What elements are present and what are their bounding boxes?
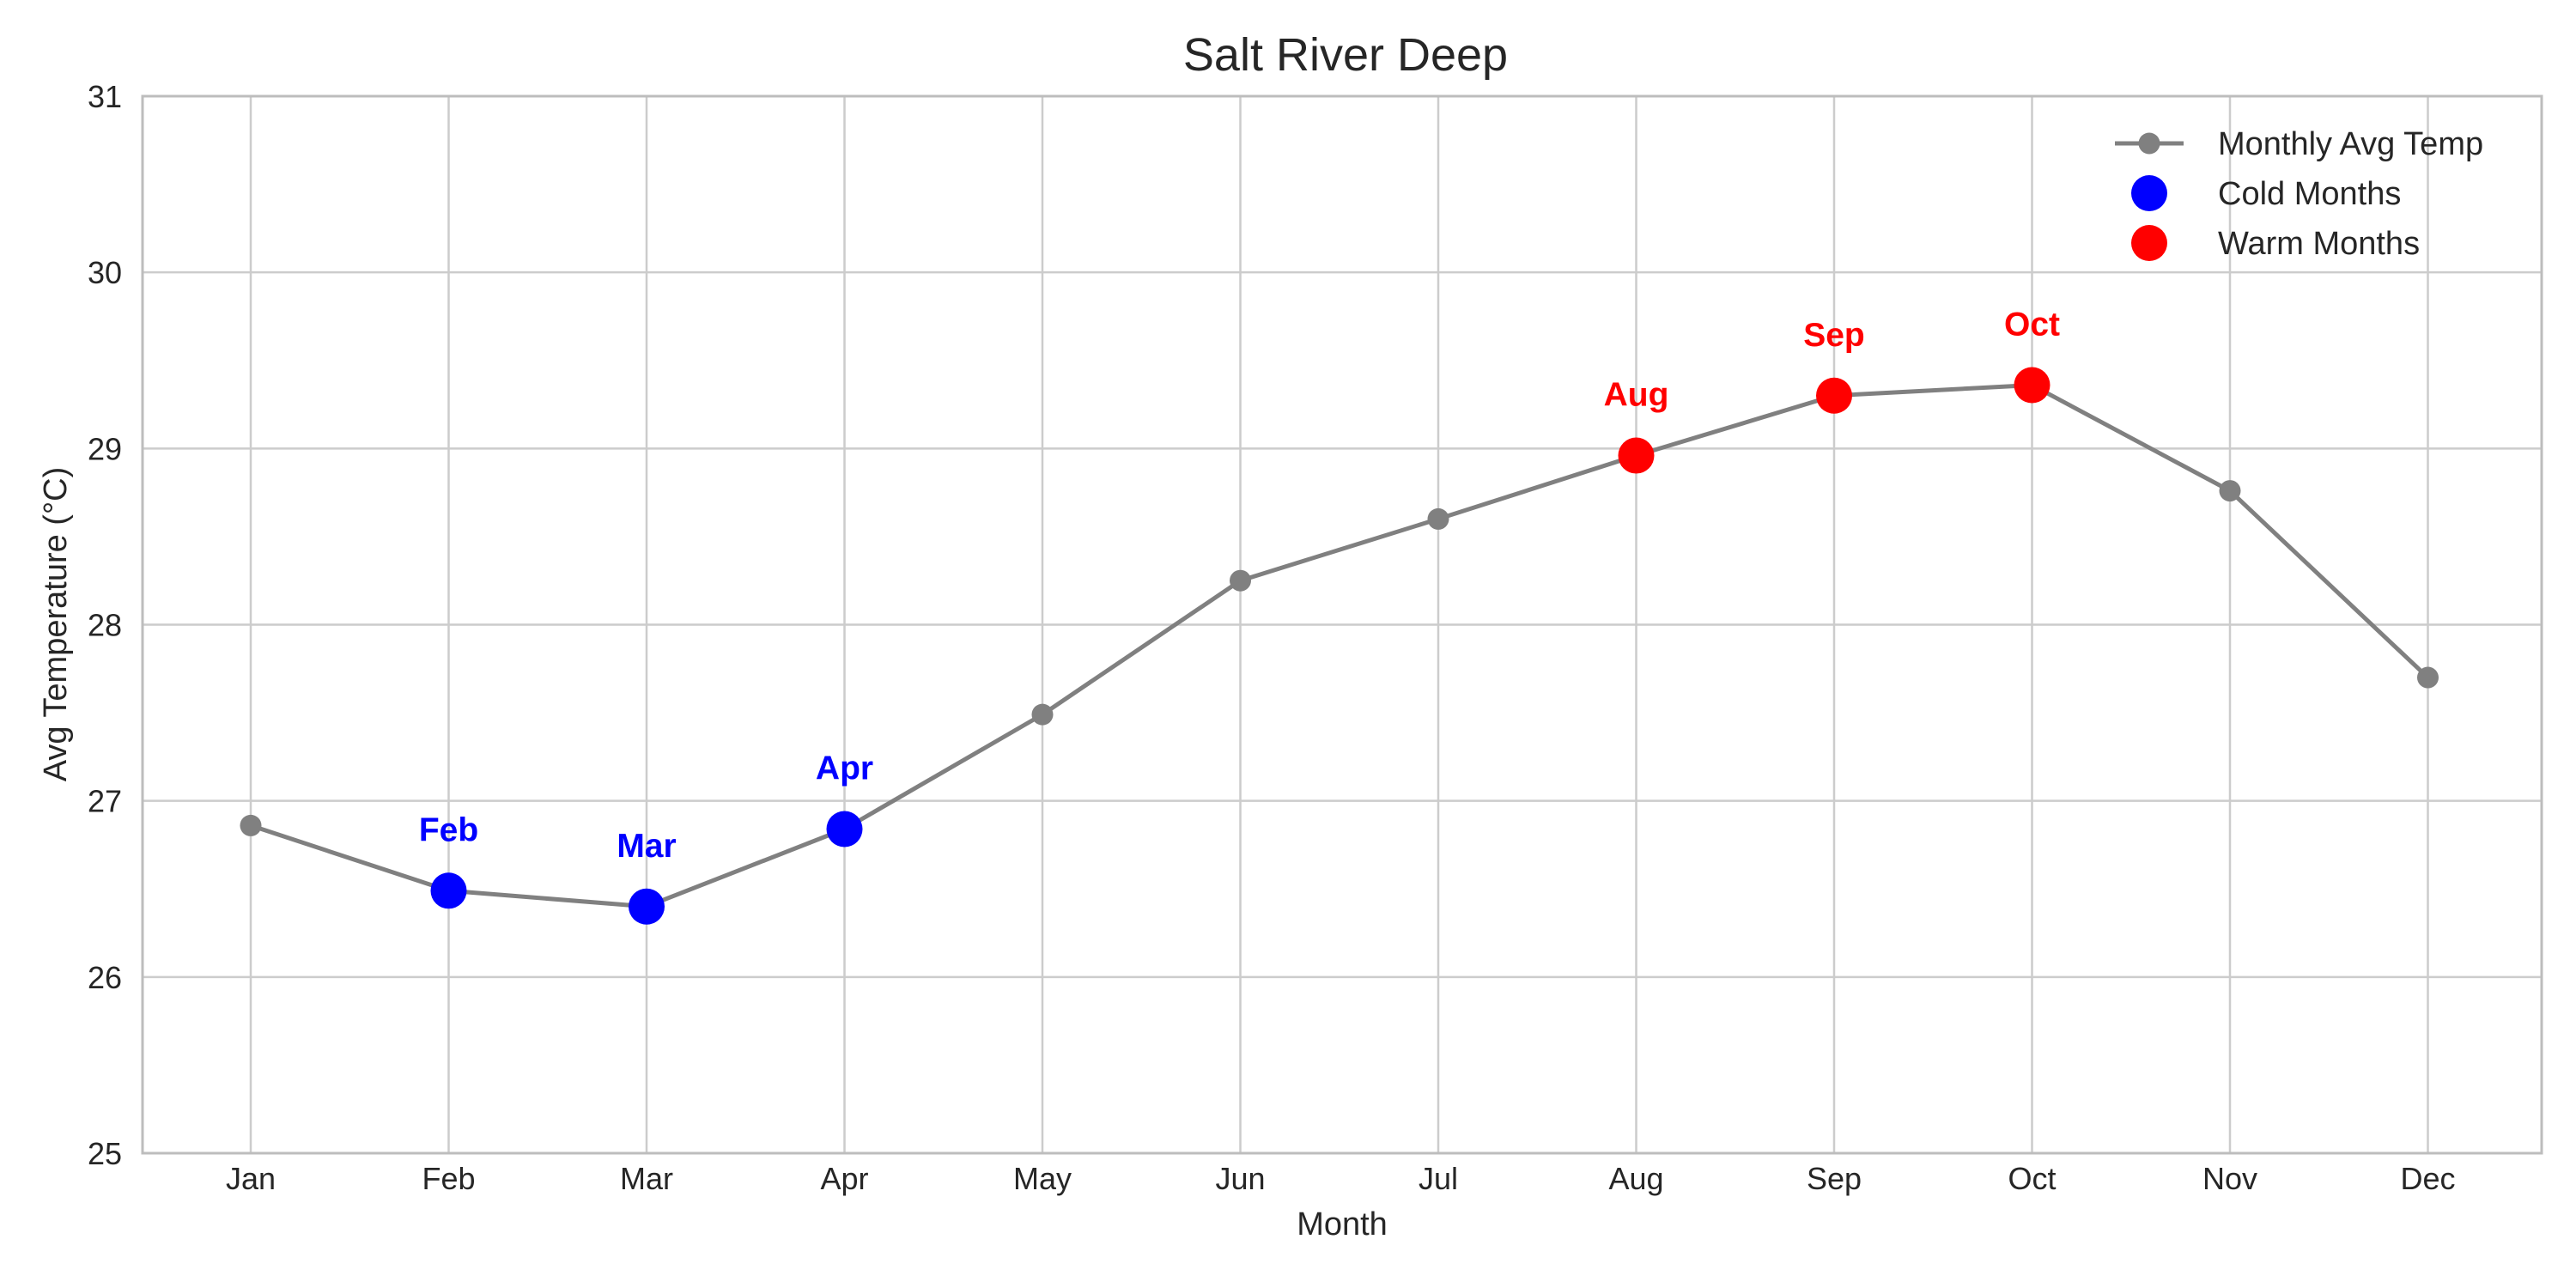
y-tick-label: 27 xyxy=(88,784,122,819)
x-tick-label: Aug xyxy=(1608,1161,1663,1196)
x-tick-label: Oct xyxy=(2008,1161,2056,1196)
x-tick-label: Jul xyxy=(1419,1161,1458,1196)
grid xyxy=(143,94,2542,1155)
legend: Monthly Avg Temp Cold Months Warm Months xyxy=(2115,126,2483,262)
y-tick-label: 26 xyxy=(88,960,122,995)
data-point xyxy=(1427,507,1449,530)
y-tick-label: 25 xyxy=(88,1136,122,1171)
y-tick-label: 31 xyxy=(88,79,122,114)
x-axis-label: Month xyxy=(1297,1206,1388,1242)
highlight-point xyxy=(826,811,863,848)
highlight-point xyxy=(629,888,665,925)
legend-label: Monthly Avg Temp xyxy=(2218,126,2483,162)
series-monthly-avg-temp xyxy=(240,374,2439,918)
x-tick-label: Nov xyxy=(2202,1161,2257,1196)
highlight-markers xyxy=(430,367,2050,925)
x-tick-label: Feb xyxy=(422,1161,475,1196)
x-tick-label: Sep xyxy=(1807,1161,1862,1196)
highlight-point xyxy=(1618,437,1655,474)
highlight-label: Apr xyxy=(816,750,873,787)
legend-marker xyxy=(2131,225,2167,261)
legend-marker xyxy=(2131,175,2167,211)
x-tick-label: Mar xyxy=(620,1161,673,1196)
highlight-label: Mar xyxy=(617,828,676,865)
legend-marker xyxy=(2138,132,2160,155)
legend-label: Warm Months xyxy=(2218,226,2420,262)
legend-label: Cold Months xyxy=(2218,176,2401,212)
y-tick-label: 28 xyxy=(88,608,122,643)
chart-title: Salt River Deep xyxy=(1183,29,1508,81)
highlight-point xyxy=(430,872,467,909)
x-tick-label: Jan xyxy=(226,1161,276,1196)
x-tick-label: Dec xyxy=(2400,1161,2455,1196)
x-axis-ticks: Jan Feb Mar Apr May Jun Jul Aug Sep Oct Nov Dec xyxy=(226,1161,2456,1196)
y-axis-ticks: 25 26 27 28 29 30 31 xyxy=(88,79,122,1171)
highlight-point xyxy=(2014,367,2050,404)
highlight-label: Sep xyxy=(1803,317,1865,354)
y-tick-label: 30 xyxy=(88,255,122,290)
y-axis-label: Avg Temperature (°C) xyxy=(38,467,74,782)
x-tick-label: Apr xyxy=(820,1161,868,1196)
data-point xyxy=(2417,666,2439,689)
highlight-point xyxy=(1816,377,1852,414)
highlight-label: Oct xyxy=(2004,306,2060,343)
series-line xyxy=(250,382,2430,909)
y-tick-label: 29 xyxy=(88,431,122,466)
data-point xyxy=(240,814,262,836)
data-point xyxy=(1230,569,1251,592)
plot-frame xyxy=(141,94,2543,1155)
x-tick-label: Jun xyxy=(1215,1161,1265,1196)
x-tick-label: May xyxy=(1013,1161,1072,1196)
data-point xyxy=(1031,703,1054,726)
data-point xyxy=(2219,480,2241,502)
highlight-label: Feb xyxy=(419,811,478,848)
highlight-label: Aug xyxy=(1604,377,1669,414)
highlight-annotations: Feb Mar Apr Aug Sep Oct xyxy=(419,306,2060,864)
